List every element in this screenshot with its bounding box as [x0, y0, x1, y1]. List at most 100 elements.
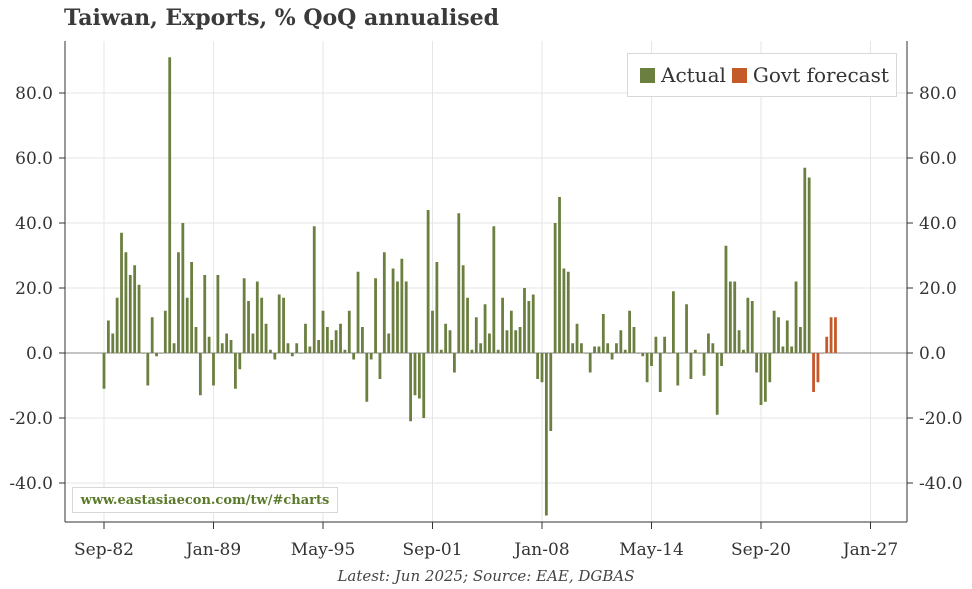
bar-actual — [400, 258, 404, 353]
bar-actual — [225, 333, 229, 353]
bar-actual — [584, 353, 588, 354]
legend-swatch-forecast — [731, 67, 747, 83]
bar-actual — [645, 353, 649, 383]
bar-actual — [799, 327, 802, 353]
bar-actual — [238, 353, 242, 370]
bar-actual — [763, 353, 767, 402]
bar-actual — [220, 343, 224, 353]
bar-actual — [728, 281, 732, 353]
bar-actual — [615, 343, 618, 353]
bar-actual — [133, 265, 137, 353]
bar-forecast — [820, 353, 824, 354]
x-tick-label: Sep-82 — [74, 540, 134, 560]
bar-actual — [720, 353, 723, 366]
bar-actual — [128, 275, 132, 353]
y-tick-label-left: 0.0 — [26, 344, 53, 364]
legend-item-forecast: Govt forecast — [731, 63, 889, 87]
bar-actual — [439, 349, 443, 353]
bar-actual — [654, 336, 658, 353]
bar-actual — [269, 349, 272, 353]
bar-actual — [509, 310, 513, 353]
bar-actual — [742, 349, 745, 353]
bar-actual — [299, 353, 303, 354]
x-tick-label: Jan-08 — [512, 540, 569, 560]
bar-actual — [496, 349, 500, 353]
bar-actual — [571, 343, 575, 353]
bar-actual — [120, 232, 123, 353]
bar-actual — [124, 252, 128, 353]
bar-actual — [628, 310, 631, 353]
bar-actual — [606, 343, 610, 353]
bar-actual — [247, 301, 250, 353]
bar-actual — [347, 310, 351, 353]
legend-label-forecast: Govt forecast — [752, 63, 889, 87]
bar-actual — [325, 327, 329, 353]
bar-actual — [807, 177, 811, 353]
y-tick-label-right: 20.0 — [919, 279, 957, 299]
bar-forecast — [829, 317, 833, 353]
bar-actual — [413, 353, 417, 396]
y-tick-label-left: 80.0 — [15, 84, 53, 104]
bar-actual — [409, 353, 412, 422]
bar-actual — [365, 353, 369, 402]
bar-actual — [448, 330, 452, 353]
bar-actual — [689, 353, 693, 379]
bar-actual — [549, 353, 553, 431]
bar-actual — [536, 353, 540, 379]
bar-actual — [435, 262, 439, 353]
bar-actual — [111, 333, 115, 353]
bar-actual — [286, 343, 290, 353]
bar-actual — [137, 284, 141, 353]
bar-actual — [181, 223, 185, 353]
bar-actual — [544, 353, 548, 516]
bar-actual — [277, 294, 281, 353]
bar-actual — [733, 281, 737, 353]
bar-actual — [150, 317, 154, 353]
bar-actual — [501, 297, 504, 353]
bar-actual — [229, 340, 233, 353]
bar-actual — [159, 353, 163, 354]
bar-actual — [444, 323, 448, 353]
bar-actual — [457, 213, 461, 353]
bar-actual — [601, 314, 605, 353]
bar-actual — [702, 353, 706, 376]
x-tick-label: May-95 — [291, 540, 356, 560]
bar-actual — [527, 301, 531, 353]
bar-actual — [518, 327, 522, 353]
bar-actual — [321, 310, 325, 353]
bar-actual — [672, 291, 675, 353]
bar-actual — [194, 327, 198, 353]
bar-actual — [295, 343, 299, 353]
legend: Actual Govt forecast — [627, 53, 897, 97]
bar-actual — [785, 320, 789, 353]
bar-actual — [588, 353, 592, 373]
bar-actual — [597, 346, 601, 353]
bar-actual — [142, 353, 145, 354]
bar-actual — [693, 349, 697, 353]
bar-actual — [737, 330, 741, 353]
bar-actual — [781, 346, 785, 353]
bar-actual — [488, 333, 491, 353]
bar-actual — [575, 323, 579, 353]
bar-forecast — [834, 317, 837, 353]
bar-actual — [641, 353, 645, 357]
bar-actual — [304, 323, 307, 353]
bar-actual — [470, 349, 474, 353]
bar-actual — [352, 353, 356, 360]
bar-actual — [523, 288, 526, 353]
bar-actual — [312, 226, 316, 353]
bar-actual — [746, 297, 750, 353]
bar-actual — [330, 340, 334, 353]
bar-actual — [282, 297, 285, 353]
bar-actual — [680, 353, 684, 354]
bar-actual — [453, 353, 456, 373]
y-tick-label-right: 60.0 — [919, 149, 957, 169]
bar-actual — [483, 304, 487, 353]
bar-actual — [260, 297, 264, 353]
bar-actual — [102, 353, 106, 389]
bar-actual — [290, 353, 294, 357]
bar-actual — [755, 353, 759, 373]
bar-actual — [203, 275, 207, 353]
bar-actual — [343, 349, 347, 353]
legend-swatch-actual — [640, 67, 655, 83]
